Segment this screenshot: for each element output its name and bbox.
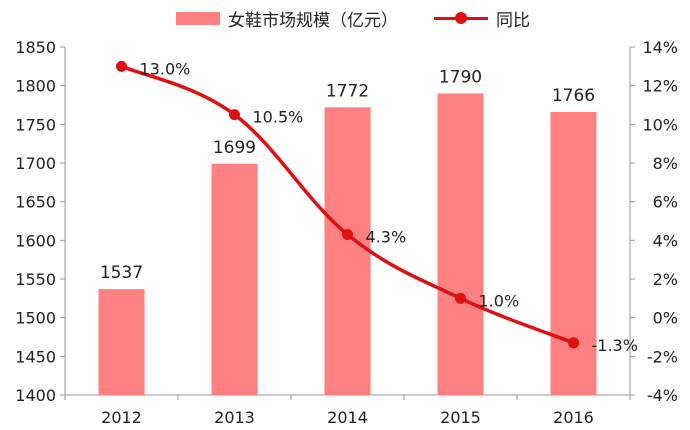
y-left-tick-label: 1650: [15, 193, 56, 212]
y-left-tick-label: 1850: [15, 38, 56, 57]
bar-data-label: 1766: [552, 86, 595, 106]
y-left-tick-label: 1500: [15, 309, 56, 328]
y-right-tick-label: 6%: [653, 193, 678, 212]
legend-line-label: 同比: [496, 10, 530, 31]
bar-data-label: 1699: [213, 138, 256, 158]
bar-2016: [550, 111, 597, 396]
bar-2015: [437, 93, 484, 396]
bar-2012: [98, 289, 145, 395]
y-left-tick-label: 1550: [15, 270, 56, 289]
x-tick-label: 2013: [214, 408, 255, 427]
y-left-tick-label: 1700: [15, 154, 56, 173]
line-point-2013: [229, 109, 240, 121]
y-left-tick-label: 1450: [15, 347, 56, 366]
x-tick-label: 2014: [327, 408, 368, 427]
y-right-tick-label: 0%: [653, 309, 678, 328]
line-point-2016: [568, 337, 579, 349]
legend-bar-swatch: [176, 11, 220, 25]
legend-line-swatch: [434, 11, 488, 25]
y-left-tick-label: 1800: [15, 77, 56, 96]
y-right-tick-label: 2%: [653, 270, 678, 289]
line-data-label: 1.0%: [479, 291, 520, 310]
y-right-tick-label: 4%: [653, 231, 678, 250]
line-point-2015: [455, 292, 466, 304]
bar-2013: [211, 163, 258, 395]
x-tick-label: 2012: [101, 408, 142, 427]
legend-item-bar: 女鞋市场规模（亿元）: [176, 6, 398, 31]
chart-legend: 女鞋市场规模（亿元） 同比: [0, 6, 690, 31]
y-right-tick-label: 12%: [642, 77, 678, 96]
bar-data-label: 1790: [439, 67, 482, 87]
legend-item-line: 同比: [434, 6, 530, 31]
y-left-tick-label: 1600: [15, 231, 56, 250]
x-tick-label: 2015: [440, 408, 481, 427]
line-data-label: 4.3%: [366, 228, 407, 247]
y-left-tick-label: 1400: [15, 386, 56, 405]
line-data-label: -1.3%: [592, 336, 638, 355]
x-tick-label: 2016: [553, 408, 594, 427]
line-data-label: 10.5%: [253, 108, 304, 127]
bar-2014: [324, 107, 371, 395]
y-right-tick-label: 10%: [642, 115, 678, 134]
line-point-2012: [116, 60, 127, 72]
y-right-tick-label: 8%: [653, 154, 678, 173]
line-data-label: 13.0%: [140, 59, 191, 78]
bar-data-label: 1772: [326, 81, 369, 101]
bar-data-label: 1537: [100, 263, 143, 283]
legend-bar-label: 女鞋市场规模（亿元）: [228, 10, 398, 31]
y-right-tick-label: -2%: [647, 347, 678, 366]
y-right-tick-label: 14%: [642, 38, 678, 57]
line-point-2014: [342, 229, 353, 241]
y-right-tick-label: -4%: [647, 386, 678, 405]
y-left-tick-label: 1750: [15, 115, 56, 134]
